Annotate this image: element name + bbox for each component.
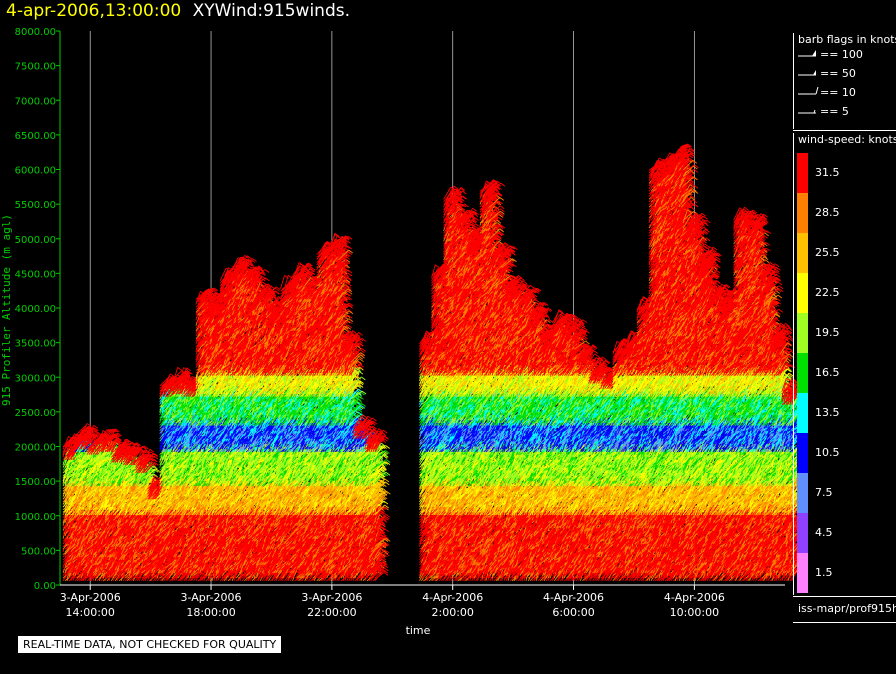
wind-barbs (63, 144, 807, 581)
